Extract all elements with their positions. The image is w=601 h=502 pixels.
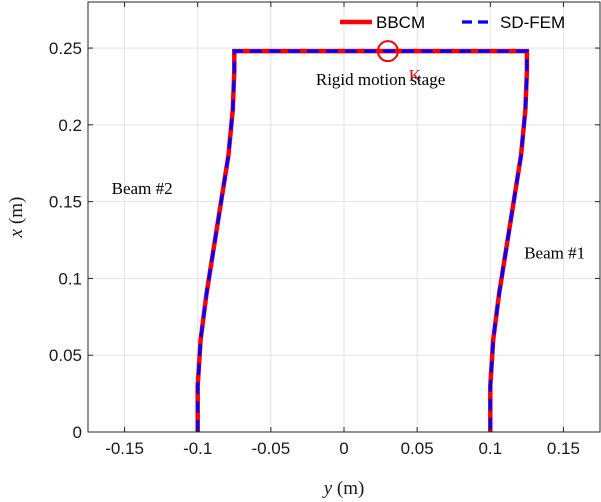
y-tick-label: 0.1 bbox=[58, 269, 82, 288]
legend: BBCM SD-FEM bbox=[340, 13, 565, 32]
series-line-sd-fem bbox=[196, 49, 529, 432]
legend-label-sd-fem: SD-FEM bbox=[500, 13, 565, 32]
y-axis-variable: x bbox=[6, 228, 27, 238]
legend-label-bbcm: BBCM bbox=[376, 13, 425, 32]
x-tick-label: 0.1 bbox=[478, 439, 502, 458]
tick-labels: -0.15 -0.1 -0.05 0 0.05 0.1 0.15 0 0.05 0.1 0.15 0.… bbox=[49, 39, 580, 458]
point-k-label: K bbox=[409, 66, 422, 85]
x-tick-label: 0 bbox=[339, 439, 348, 458]
x-axis-label: y (m) bbox=[322, 478, 365, 499]
y-axis-unit: (m) bbox=[6, 197, 27, 229]
series-line-bbcm bbox=[195, 48, 530, 432]
x-tick-label: -0.15 bbox=[105, 439, 144, 458]
annotations: Rigid motion stage Beam #2 Beam #1 bbox=[112, 70, 585, 263]
annotation-label: Rigid motion stage bbox=[316, 70, 445, 89]
x-tick-label: -0.1 bbox=[183, 439, 212, 458]
x-axis-variable: y bbox=[322, 478, 333, 499]
point-marker-layer: K bbox=[376, 40, 422, 85]
x-tick-label: -0.05 bbox=[251, 439, 290, 458]
grid-lines bbox=[88, 2, 600, 433]
y-tick-label: 0.15 bbox=[49, 193, 82, 212]
y-tick-label: 0.25 bbox=[49, 39, 82, 58]
annotation-label: Beam #1 bbox=[524, 243, 585, 262]
x-tick-label: 0.15 bbox=[547, 439, 580, 458]
y-axis-label: x (m) bbox=[6, 197, 27, 239]
x-axis-unit: (m) bbox=[332, 478, 364, 499]
y-tick-label: 0 bbox=[73, 423, 82, 442]
x-tick-label: 0.05 bbox=[401, 439, 434, 458]
series-lines bbox=[195, 48, 530, 432]
y-tick-label: 0.2 bbox=[58, 116, 82, 135]
y-tick-label: 0.05 bbox=[49, 346, 82, 365]
ticks bbox=[88, 2, 600, 433]
point-k-marker bbox=[376, 40, 399, 63]
annotation-label: Beam #2 bbox=[112, 179, 173, 198]
